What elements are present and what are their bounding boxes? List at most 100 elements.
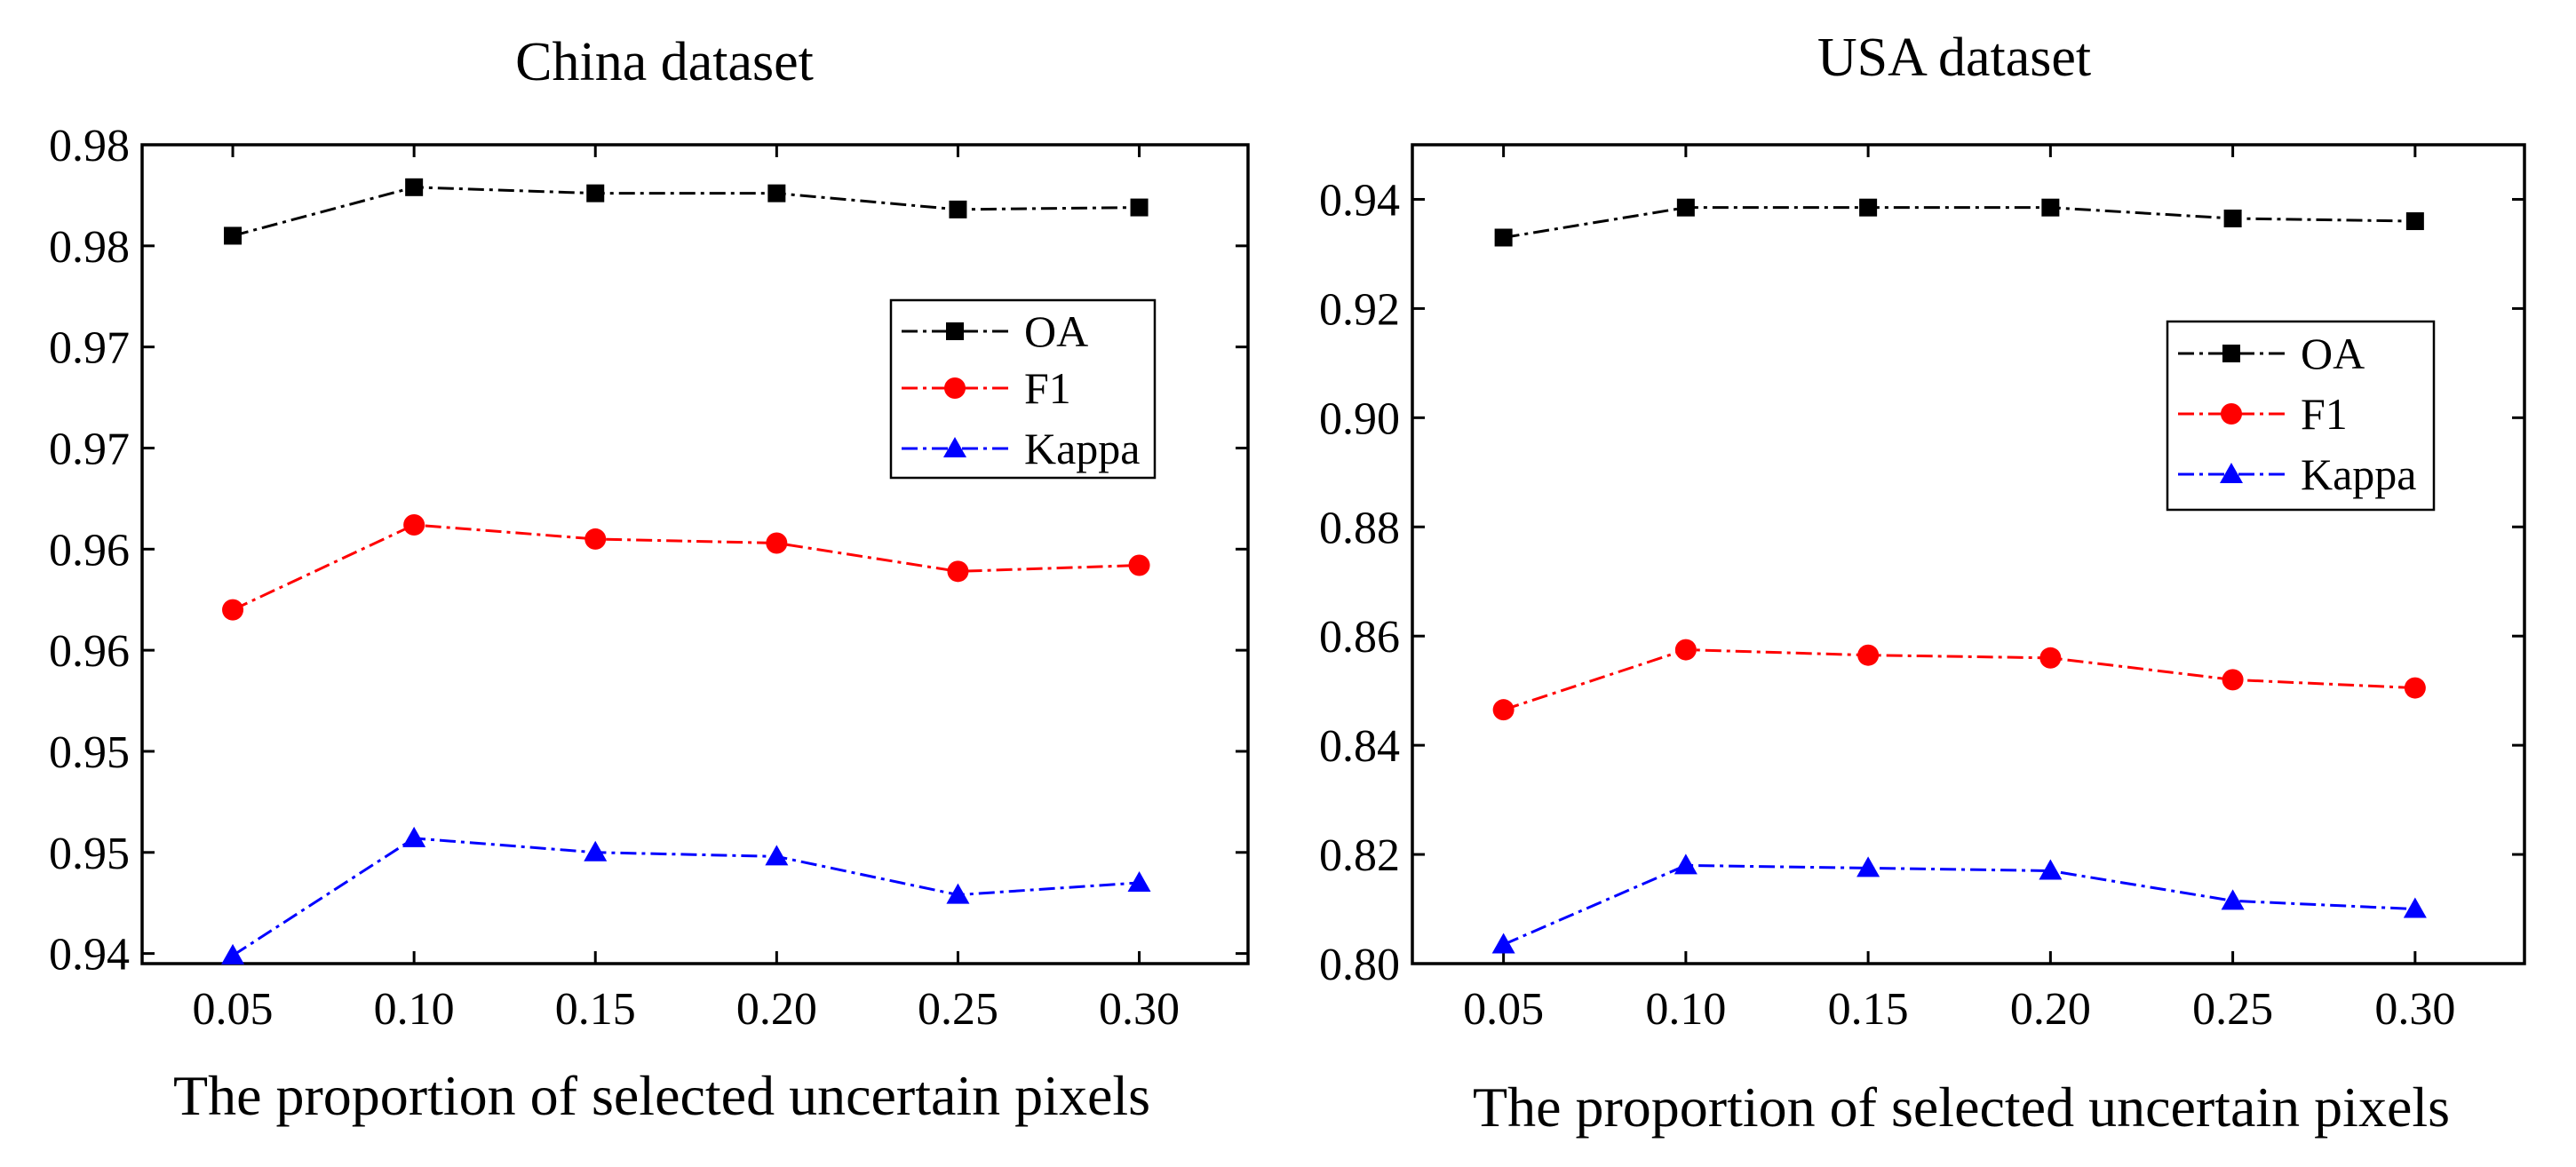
- x-tick-label: 0.05: [193, 984, 274, 1035]
- x-tick-label: 0.20: [2010, 984, 2091, 1035]
- legend-marker-kappa: [943, 437, 966, 457]
- data-point-kappa: [946, 883, 970, 904]
- data-point-oa: [586, 184, 605, 202]
- data-point-oa: [1859, 198, 1878, 217]
- series-line-f1: [232, 523, 1140, 611]
- y-tick-label: 0.94: [1319, 175, 1400, 226]
- data-point-kappa: [1674, 853, 1697, 875]
- y-tick-label: 0.90: [1319, 393, 1400, 444]
- data-point-kappa: [2039, 859, 2063, 880]
- plot-frame: [140, 143, 1250, 965]
- y-tick-label: 0.94: [49, 930, 130, 980]
- legend-label-oa: OA: [2301, 329, 2365, 378]
- y-tick-label: 0.98: [49, 121, 130, 171]
- y-tick-label: 0.95: [49, 829, 130, 879]
- y-tick-label: 0.84: [1319, 721, 1400, 772]
- data-point-oa: [949, 200, 967, 218]
- data-point-oa: [2041, 198, 2060, 217]
- data-point-f1: [766, 532, 788, 554]
- data-point-kappa: [1491, 933, 1515, 954]
- data-point-kappa: [1127, 870, 1151, 892]
- data-point-oa: [2223, 209, 2242, 227]
- legend-marker-f1: [2221, 403, 2242, 425]
- y-tick-label: 0.88: [1319, 503, 1400, 553]
- legend-label-oa: OA: [1024, 306, 1088, 356]
- x-tick-label: 0.30: [2374, 984, 2455, 1035]
- x-tick-label: 0.20: [736, 984, 817, 1035]
- chart-title: USA dataset: [1817, 28, 2091, 88]
- series-kappa: [221, 826, 1151, 965]
- series-line-kappa: [232, 837, 1140, 957]
- data-point-oa: [405, 178, 424, 196]
- data-point-kappa: [584, 840, 608, 861]
- data-point-f1: [2039, 647, 2062, 669]
- legend: OA F1 Kappa: [2166, 320, 2436, 512]
- data-point-f1: [2404, 677, 2426, 699]
- data-point-oa: [224, 226, 242, 245]
- data-point-f1: [1857, 644, 1880, 666]
- series-oa: [224, 178, 1149, 245]
- x-axis-label: The proportion of selected uncertain pix…: [1473, 1076, 2450, 1139]
- x-tick-label: 0.30: [1099, 984, 1180, 1035]
- data-point-oa: [1130, 198, 1149, 217]
- data-point-kappa: [221, 943, 245, 965]
- data-point-oa: [1494, 228, 1513, 247]
- legend-label-kappa: Kappa: [2301, 449, 2417, 499]
- data-point-kappa: [2221, 889, 2245, 910]
- legend-label-f1: F1: [2301, 389, 2348, 439]
- legend-marker-oa: [946, 322, 964, 340]
- data-point-f1: [403, 513, 425, 536]
- legend-marker-oa: [2222, 345, 2240, 362]
- data-point-f1: [1674, 639, 1697, 661]
- data-point-f1: [584, 528, 607, 550]
- data-point-f1: [2222, 669, 2244, 691]
- x-axis-label: The proportion of selected uncertain pix…: [173, 1064, 1150, 1127]
- y-tick-label: 0.80: [1319, 940, 1400, 990]
- data-point-kappa: [402, 826, 426, 847]
- series-oa: [1494, 198, 2424, 247]
- data-point-kappa: [765, 845, 789, 866]
- y-tick-label: 0.97: [49, 424, 130, 474]
- x-tick-label: 0.15: [555, 984, 636, 1035]
- x-tick-label: 0.10: [1645, 984, 1726, 1035]
- y-tick-label: 0.98: [49, 222, 130, 273]
- china-chart: China dataset 0.05 0.10 0.15 0.20 0.25 0.30 0.9…: [49, 32, 1250, 1127]
- data-point-f1: [222, 599, 244, 621]
- usa-chart: USA dataset 0.05 0.10 0.15 0.20 0.25 0.30 0.80 0…: [1319, 28, 2526, 1139]
- y-tick-label: 0.96: [49, 626, 130, 677]
- data-point-f1: [1128, 554, 1150, 576]
- data-point-kappa: [2403, 897, 2427, 918]
- legend-label-f1: F1: [1024, 363, 1071, 413]
- y-tick-label: 0.86: [1319, 612, 1400, 663]
- series-line-oa: [1503, 206, 2415, 239]
- y-tick-label: 0.96: [49, 525, 130, 576]
- data-point-kappa: [1856, 856, 1880, 877]
- legend: OA F1 Kappa: [889, 298, 1157, 480]
- x-tick-label: 0.05: [1463, 984, 1544, 1035]
- y-tick-label: 0.95: [49, 727, 130, 778]
- series-kappa: [1491, 853, 2427, 954]
- legend-label-kappa: Kappa: [1024, 424, 1141, 473]
- x-tick-label: 0.25: [2192, 984, 2273, 1035]
- legend-marker-f1: [944, 377, 966, 399]
- y-tick-label: 0.82: [1319, 830, 1400, 881]
- data-point-oa: [2405, 212, 2424, 231]
- series-f1: [1492, 639, 2426, 721]
- data-point-oa: [767, 184, 786, 202]
- chart-title: China dataset: [515, 32, 814, 92]
- data-point-f1: [947, 560, 969, 583]
- x-tick-label: 0.25: [918, 984, 998, 1035]
- series-line-f1: [1503, 648, 2415, 711]
- data-point-f1: [1492, 699, 1515, 721]
- x-tick-label: 0.15: [1828, 984, 1909, 1035]
- y-tick-label: 0.97: [49, 323, 130, 374]
- x-tick-label: 0.10: [374, 984, 455, 1035]
- legend-marker-kappa: [2220, 463, 2243, 483]
- series-f1: [222, 513, 1150, 621]
- plot-frame: [1411, 143, 2526, 965]
- y-tick-label: 0.92: [1319, 284, 1400, 335]
- series-line-kappa: [1503, 863, 2415, 946]
- series-line-oa: [232, 186, 1140, 237]
- data-point-oa: [1676, 198, 1695, 217]
